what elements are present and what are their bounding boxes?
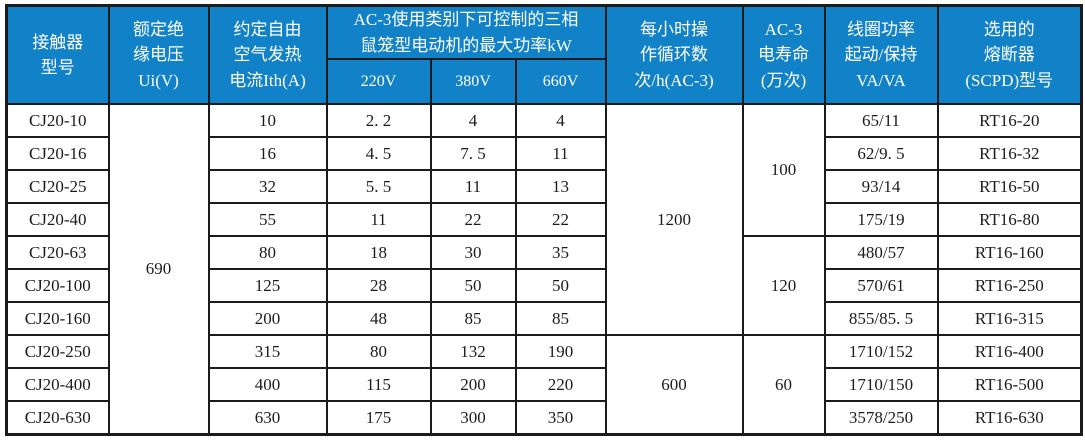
table-row: CJ20-160 200 48 85 85 855/85. 5 RT16-315 [5, 301, 1083, 337]
cell-fuse: RT16-250 [936, 268, 1083, 304]
cell-coil-power: 570/61 [823, 268, 939, 304]
cell-ith: 10 [207, 102, 328, 139]
cell-model: CJ20-16 [5, 136, 110, 172]
cell-220v: 11 [325, 202, 432, 238]
table-row: CJ20-25 32 5. 5 11 13 93/14 RT16-50 [5, 169, 1083, 205]
cell-380v: 4 [429, 102, 517, 139]
cell-220v: 175 [325, 400, 432, 436]
cell-660v: 85 [514, 301, 607, 337]
cell-220v: 18 [325, 235, 432, 271]
cell-660v: 220 [514, 367, 607, 403]
cell-fuse: RT16-20 [936, 102, 1083, 139]
cell-fuse: RT16-50 [936, 169, 1083, 205]
cell-380v: 300 [429, 400, 517, 436]
table-row: CJ20-250 315 80 132 190 600 60 1710/152 … [5, 334, 1083, 436]
cell-ith: 125 [207, 268, 328, 304]
cell-380v: 85 [429, 301, 517, 337]
cell-660v: 11 [514, 136, 607, 172]
cell-220v: 80 [325, 334, 432, 370]
table-row: CJ20-10 690 10 2. 2 4 4 1200 100 65/11 R… [5, 102, 1083, 436]
cell-380v: 200 [429, 367, 517, 403]
header-660v: 660V [514, 58, 607, 105]
cell-cycles-per-hour: 1200 [604, 102, 744, 337]
cell-660v: 190 [514, 334, 607, 370]
cell-ith: 55 [207, 202, 328, 238]
cell-cycles-per-hour: 600 [604, 334, 744, 436]
table-row: CJ20-630 630 175 300 350 3578/250 RT16-6… [5, 400, 1083, 436]
cell-660v: 35 [514, 235, 607, 271]
header-220v: 220V [325, 58, 432, 105]
table-row: CJ20-40 55 11 22 22 175/19 RT16-80 [5, 202, 1083, 238]
cell-model: CJ20-630 [5, 400, 110, 436]
cell-ith: 315 [207, 334, 328, 370]
cell-ith: 16 [207, 136, 328, 172]
cell-660v: 4 [514, 102, 607, 139]
cell-380v: 132 [429, 334, 517, 370]
header-ac3-power-group: AC-3使用类别下可控制的三相 鼠笼型电动机的最大功率kW [325, 4, 607, 60]
header-insulation-voltage: 额定绝 缘电压 Ui(V) [107, 4, 210, 105]
cell-660v: 350 [514, 400, 607, 436]
cell-coil-power: 93/14 [823, 169, 939, 205]
cell-coil-power: 855/85. 5 [823, 301, 939, 337]
table-row: CJ20-63 80 18 30 35 120 480/57 RT16-160 [5, 235, 1083, 337]
cell-fuse: RT16-160 [936, 235, 1083, 271]
table-row: CJ20-400 400 115 200 220 1710/150 RT16-5… [5, 367, 1083, 403]
cell-220v: 48 [325, 301, 432, 337]
cell-fuse: RT16-500 [936, 367, 1083, 403]
cell-coil-power: 1710/152 [823, 334, 939, 370]
cell-model: CJ20-63 [5, 235, 110, 271]
cell-ith: 200 [207, 301, 328, 337]
header-electrical-life: AC-3 电寿命 (万次) [741, 4, 826, 105]
table-row: CJ20-100 125 28 50 50 570/61 RT16-250 [5, 268, 1083, 304]
cell-220v: 2. 2 [325, 102, 432, 139]
cell-coil-power: 62/9. 5 [823, 136, 939, 172]
cell-fuse: RT16-32 [936, 136, 1083, 172]
contactor-spec-table: 接触器 型号 额定绝 缘电压 Ui(V) 约定自由 空气发热 电流Ith(A) … [5, 4, 1084, 436]
cell-coil-power: 1710/150 [823, 367, 939, 403]
cell-380v: 11 [429, 169, 517, 205]
cell-coil-power: 3578/250 [823, 400, 939, 436]
cell-fuse: RT16-315 [936, 301, 1083, 337]
cell-220v: 28 [325, 268, 432, 304]
cell-model: CJ20-250 [5, 334, 110, 370]
header-fuse-type: 选用的 熔断器 (SCPD)型号 [936, 4, 1083, 105]
header-contactor-model: 接触器 型号 [5, 4, 110, 105]
cell-ith: 400 [207, 367, 328, 403]
cell-660v: 22 [514, 202, 607, 238]
cell-model: CJ20-160 [5, 301, 110, 337]
header-cycles-per-hour: 每小时操 作循环数 次/h(AC-3) [604, 4, 744, 105]
cell-ith: 630 [207, 400, 328, 436]
cell-ith: 80 [207, 235, 328, 271]
cell-380v: 50 [429, 268, 517, 304]
cell-fuse: RT16-80 [936, 202, 1083, 238]
cell-380v: 22 [429, 202, 517, 238]
cell-coil-power: 175/19 [823, 202, 939, 238]
cell-220v: 5. 5 [325, 169, 432, 205]
cell-380v: 7. 5 [429, 136, 517, 172]
cell-660v: 13 [514, 169, 607, 205]
cell-electrical-life: 100 [741, 102, 826, 238]
cell-electrical-life: 120 [741, 235, 826, 337]
cell-insulation-voltage: 690 [107, 103, 210, 436]
table-row: CJ20-16 16 4. 5 7. 5 11 62/9. 5 RT16-32 [5, 136, 1083, 172]
cell-model: CJ20-40 [5, 202, 110, 238]
header-coil-power: 线圈功率 起动/保持 VA/VA [823, 4, 939, 105]
header-thermal-current: 约定自由 空气发热 电流Ith(A) [207, 4, 328, 105]
cell-fuse: RT16-630 [936, 400, 1083, 436]
cell-model: CJ20-25 [5, 169, 110, 205]
cell-model: CJ20-100 [5, 268, 110, 304]
cell-220v: 115 [325, 367, 432, 403]
cell-380v: 30 [429, 235, 517, 271]
cell-model: CJ20-400 [5, 367, 110, 403]
cell-220v: 4. 5 [325, 136, 432, 172]
cell-ith: 32 [207, 169, 328, 205]
header-380v: 380V [429, 58, 517, 105]
cell-coil-power: 480/57 [823, 235, 939, 271]
cell-coil-power: 65/11 [823, 102, 939, 139]
cell-electrical-life: 60 [741, 334, 826, 436]
cell-660v: 50 [514, 268, 607, 304]
cell-model: CJ20-10 [5, 102, 110, 139]
cell-fuse: RT16-400 [936, 334, 1083, 370]
